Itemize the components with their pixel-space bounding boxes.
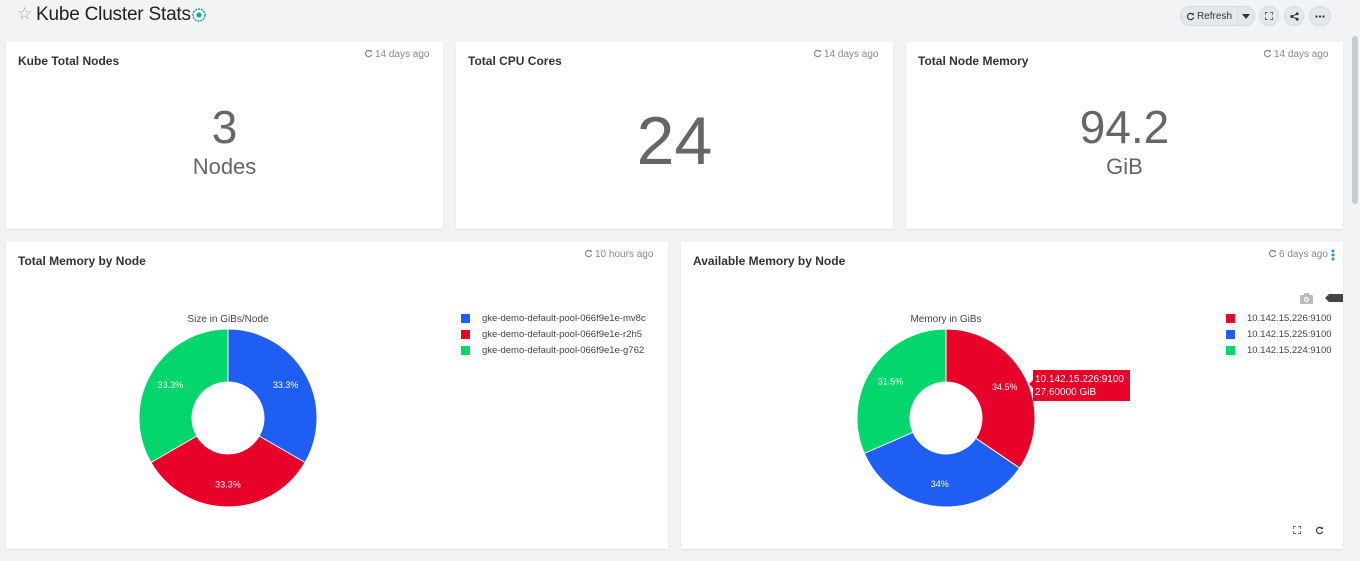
legend-label: gke-demo-default-pool-066f9e1e-g762 [482,344,645,356]
refresh-options-button[interactable] [1237,6,1255,26]
dashboard-header: ☆ Kube Cluster Stats Refresh [0,0,1360,36]
tooltip-label: 10.142.15.226:9100 [1035,374,1124,385]
legend-swatch [1226,313,1235,323]
pie-slice[interactable] [945,328,1036,469]
slice-label: 33.3% [273,380,299,390]
total-memory-card: Total Node Memory 14 days ago 94.2 GiB [906,42,1343,229]
last-updated: 14 days ago [813,49,879,60]
legend-item[interactable]: gke-demo-default-pool-066f9e1e-mv8c [461,310,646,326]
dashboard-title: Kube Cluster Stats [36,4,191,25]
expand-icon[interactable] [1293,526,1301,534]
refresh-icon [1263,49,1272,58]
refresh-icon [1268,249,1277,258]
memory-by-node-chart: Size in GiBs/Node 33.3% 33.3% 33.3% [138,314,318,508]
legend-swatch [461,345,470,355]
favorite-star-icon[interactable]: ☆ [17,4,33,24]
legend-label: gke-demo-default-pool-066f9e1e-mv8c [482,312,646,324]
pie-slice[interactable] [863,431,1021,508]
slice-label: 34% [931,479,949,489]
pie-slice[interactable] [227,328,318,464]
caret-down-icon [1242,13,1250,19]
counter-value: 94.2 [1079,101,1170,153]
legend-label: 10.142.15.225:9100 [1247,328,1332,340]
refresh-label: Refresh [1196,10,1232,22]
legend-swatch [461,313,470,323]
fullscreen-icon [1265,12,1273,20]
more-icon [1315,14,1325,18]
tooltip-value: 27.60000 GiB [1035,387,1097,398]
slice-label: 34.5% [992,382,1018,392]
certified-icon [192,8,206,22]
counter-value: 24 [636,103,713,179]
slice-label: 31.5% [878,376,904,386]
last-updated: 14 days ago [1263,49,1329,60]
zoom-tool-icon[interactable] [1325,294,1343,302]
refresh-icon [584,249,593,258]
legend-swatch [1226,329,1235,339]
legend-label: 10.142.15.224:9100 [1247,344,1332,356]
slice-label: 33.3% [215,480,241,490]
refresh-button[interactable]: Refresh [1180,6,1238,26]
counter-value: 3 [211,101,238,153]
card-title: Kube Total Nodes [18,54,120,68]
chart-title: Size in GiBs/Node [187,314,269,325]
available-memory-card: Available Memory by Node 6 days ago Memo… [681,242,1343,549]
share-icon [1289,11,1299,21]
card-title: Total Memory by Node [18,254,146,268]
fullscreen-button[interactable] [1259,6,1279,26]
legend-item[interactable]: 10.142.15.225:9100 [1226,326,1332,342]
chart-legend: gke-demo-default-pool-066f9e1e-mv8c gke-d… [461,310,646,358]
total-cpu-card: Total CPU Cores 14 days ago 24 [456,42,893,229]
memory-by-node-card: Total Memory by Node 10 hours ago Size i… [6,242,668,549]
card-title: Total Node Memory [918,54,1029,68]
chart-title: Memory in GiBs [910,314,981,325]
pie-slice[interactable] [856,328,947,455]
counter-unit: GiB [1106,154,1143,179]
hover-tooltip: 10.142.15.226:9100 27.60000 GiB [1033,370,1130,401]
pie-slice[interactable] [138,328,229,464]
last-updated: 14 days ago [364,49,430,60]
legend-swatch [461,329,470,339]
panel-menu-icon[interactable] [1331,249,1335,261]
last-updated: 6 days ago [1268,249,1328,260]
scrollbar[interactable] [1352,36,1358,204]
legend-item[interactable]: gke-demo-default-pool-066f9e1e-g762 [461,342,646,358]
tooltip-arrow [1029,379,1034,389]
legend-swatch [1226,345,1235,355]
refresh-icon[interactable] [1315,526,1324,535]
chart-legend: 10.142.15.226:9100 10.142.15.225:9100 10.1… [1226,310,1332,358]
refresh-icon [813,49,822,58]
camera-icon[interactable] [1300,293,1313,304]
legend-label: gke-demo-default-pool-066f9e1e-r2h5 [482,328,643,340]
legend-item[interactable]: gke-demo-default-pool-066f9e1e-r2h5 [461,326,646,342]
refresh-icon [1186,12,1195,20]
card-title: Total CPU Cores [468,54,562,68]
available-memory-chart: Memory in GiBs 34.5% 34% 31.5% [856,314,1036,508]
legend-item[interactable]: 10.142.15.224:9100 [1226,342,1332,358]
last-updated: 10 hours ago [584,249,653,260]
slice-label: 33.3% [158,380,184,390]
share-button[interactable] [1284,6,1304,26]
refresh-icon [364,49,373,58]
legend-label: 10.142.15.226:9100 [1247,312,1332,324]
card-title: Available Memory by Node [693,254,846,268]
pie-slice[interactable] [150,435,306,508]
more-button[interactable] [1309,6,1331,26]
counter-unit: Nodes [192,154,257,179]
legend-item[interactable]: 10.142.15.226:9100 [1226,310,1332,326]
total-nodes-card: Kube Total Nodes 14 days ago 3 Nodes [6,42,443,229]
